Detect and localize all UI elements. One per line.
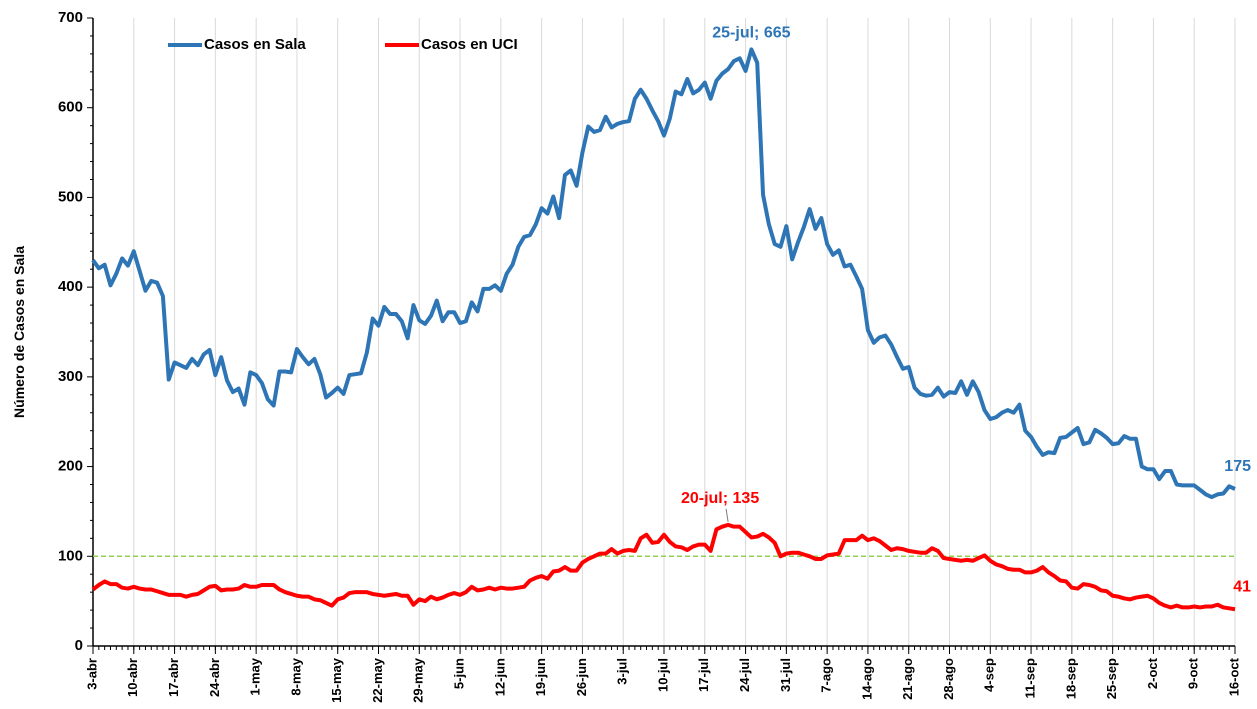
x-tick-label: 1-may xyxy=(248,657,263,695)
y-tick-label: 500 xyxy=(58,188,83,205)
x-tick-label: 19-jun xyxy=(533,658,548,696)
x-tick-label: 24-jul xyxy=(737,658,752,692)
x-tick-label: 25-sep xyxy=(1104,658,1119,699)
x-tick-label: 9-oct xyxy=(1186,657,1201,689)
x-tick-label: 12-jun xyxy=(492,658,507,696)
series-line xyxy=(91,522,1236,612)
legend-label: Casos en UCI xyxy=(421,36,518,53)
x-tick-label: 7-ago xyxy=(819,658,834,693)
series-line xyxy=(91,47,1236,500)
max-label: 20-jul; 135 xyxy=(681,490,759,507)
x-tick-label: 26-jun xyxy=(574,658,589,696)
x-tick-label: 28-ago xyxy=(941,658,956,700)
y-tick-label: 0 xyxy=(75,637,83,654)
y-tick-label: 600 xyxy=(58,99,83,116)
x-tick-label: 18-sep xyxy=(1063,658,1078,699)
x-tick-label: 4-sep xyxy=(982,658,997,692)
last-label: 175 xyxy=(1224,458,1251,475)
y-tick-label: 200 xyxy=(58,458,83,475)
x-tick-label: 5-jun xyxy=(452,658,467,689)
y-tick-label: 100 xyxy=(58,547,83,564)
x-tick-label: 3-abr xyxy=(84,658,99,690)
x-tick-label: 8-may xyxy=(288,657,303,695)
annotation-leader xyxy=(725,508,729,522)
y-tick-label: 300 xyxy=(58,368,83,385)
y-tick-label: 400 xyxy=(58,278,83,295)
max-label: 25-jul; 665 xyxy=(712,25,790,42)
last-label: 41 xyxy=(1233,578,1251,595)
y-axis-label: Número de Casos en Sala xyxy=(11,246,27,418)
x-tick-label: 14-ago xyxy=(859,658,874,700)
x-tick-label: 17-abr xyxy=(166,658,181,697)
x-tick-label: 21-ago xyxy=(900,658,915,700)
x-tick-label: 3-jul xyxy=(615,658,630,685)
legend-label: Casos en Sala xyxy=(204,36,306,53)
x-tick-label: 2-oct xyxy=(1145,657,1160,689)
x-tick-label: 31-jul xyxy=(778,658,793,692)
x-tick-label: 29-may xyxy=(411,657,426,703)
x-tick-label: 10-jul xyxy=(655,658,670,692)
x-tick-label: 10-abr xyxy=(125,658,140,697)
x-tick-label: 16-oct xyxy=(1226,657,1241,696)
y-tick-label: 700 xyxy=(58,9,83,26)
x-tick-label: 15-may xyxy=(329,657,344,703)
x-tick-label: 24-abr xyxy=(207,658,222,697)
x-tick-label: 11-sep xyxy=(1023,658,1038,699)
x-tick-label: 17-jul xyxy=(696,658,711,692)
x-tick-label: 22-may xyxy=(370,657,385,703)
